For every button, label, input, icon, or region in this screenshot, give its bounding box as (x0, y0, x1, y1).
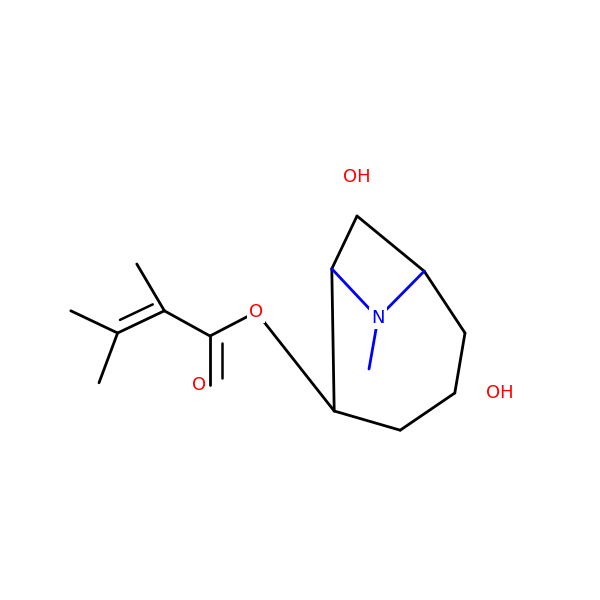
Text: N: N (371, 309, 385, 327)
Text: O: O (249, 303, 263, 321)
Text: O: O (192, 376, 206, 394)
Text: OH: OH (343, 168, 371, 186)
Text: OH: OH (486, 384, 514, 402)
